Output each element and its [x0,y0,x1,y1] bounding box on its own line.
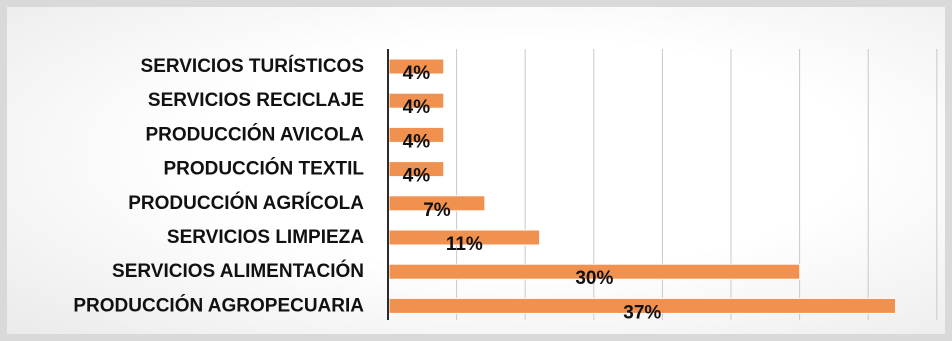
category-label: SERVICIOS ALIMENTACIÓN [112,260,364,282]
data-label: 4% [403,131,431,152]
category-label: PRODUCCIÓN TEXTIL [163,158,364,180]
bar-chart: SERVICIOS TURÍSTICOS 4% SERVICIOS RECICLAJ… [73,49,938,323]
category-label: PRODUCCIÓN AVICOLA [146,123,365,145]
category-label: SERVICIOS TURÍSTICOS [141,55,364,77]
category-label: SERVICIOS LIMPIEZA [167,227,364,248]
data-label: 11% [446,234,483,255]
category-label: SERVICIOS RECICLAJE [148,90,364,111]
data-label: 7% [423,200,451,221]
data-label: 4% [403,97,431,118]
data-label: 4% [403,166,431,187]
category-label: PRODUCCIÓN AGRÍCOLA [128,192,364,214]
data-label: 37% [623,302,661,323]
data-label: 4% [403,63,431,84]
chart-frame: SERVICIOS TURÍSTICOS 4% SERVICIOS RECICLAJ… [7,7,945,334]
data-label: 30% [575,268,613,289]
category-label: PRODUCCIÓN AGROPECUARIA [73,294,364,316]
